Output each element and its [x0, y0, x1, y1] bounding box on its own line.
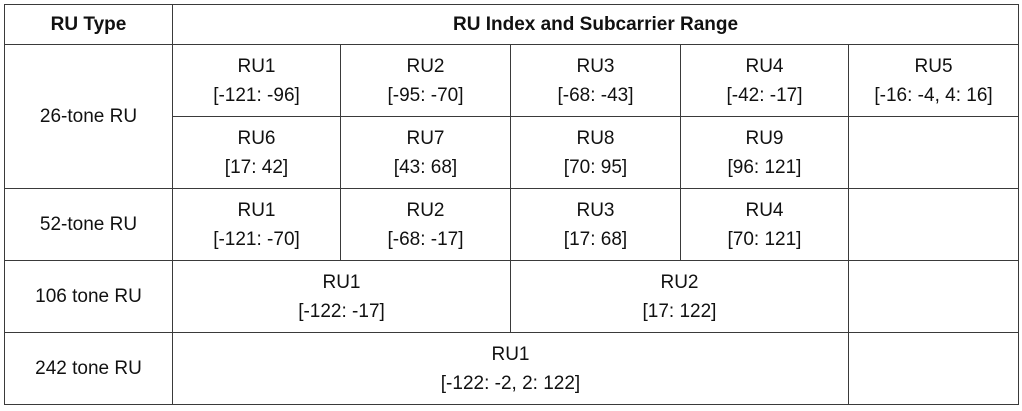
- ru-name: RU1: [237, 199, 276, 221]
- ru-name: RU4: [745, 199, 784, 221]
- ru-name: RU2: [660, 271, 699, 293]
- cell: RU2 [-68: -17]: [340, 188, 511, 261]
- cell: RU5 [-16: -4, 4: 16]: [847, 44, 1020, 117]
- ru-name: RU5: [914, 55, 953, 77]
- row: 26-tone RU RU1 [-121: -96] RU2 [-95: -70] …: [4, 44, 1020, 189]
- ru-range: [-121: -70]: [213, 228, 300, 250]
- ru-name: RU2: [406, 55, 445, 77]
- cell: RU1 [-122: -17]: [172, 260, 511, 333]
- cell: RU8 [70: 95]: [510, 116, 681, 189]
- header-cell: RU Index and Subcarrier Range: [171, 4, 1020, 45]
- ru-range: [96: 121]: [727, 156, 802, 178]
- ru-name: RU2: [406, 199, 445, 221]
- ru-name: RU9: [745, 127, 784, 149]
- ru-range: [-68: -43]: [557, 84, 634, 106]
- cell: RU2 [17: 122]: [510, 260, 849, 333]
- ru-range: [-42: -17]: [726, 84, 803, 106]
- ru-range: [43: 68]: [393, 156, 458, 178]
- empty-cell: [847, 116, 1020, 189]
- cell: RU3 [-68: -43]: [510, 44, 681, 117]
- row: 52-tone RU RU1 [-121: -70] RU2 [-68: -17] …: [4, 188, 1020, 261]
- ru-name: RU3: [576, 55, 615, 77]
- row: RU6 [17: 42] RU7 [43: 68] RU8 [70: 95] RU9 […: [5, 116, 1020, 189]
- ru-type: 52-tone RU: [4, 188, 173, 261]
- ru-range: [17: 42]: [224, 156, 289, 178]
- cell: RU6 [17: 42]: [172, 116, 341, 189]
- ru-name: RU1: [322, 271, 361, 293]
- ru-range: [-122: -2, 2: 122]: [440, 372, 581, 394]
- ru-range: [-121: -96]: [213, 84, 300, 106]
- ru-range: [-122: -17]: [298, 300, 385, 322]
- ru-range: [-95: -70]: [387, 84, 464, 106]
- ru-name: RU1: [491, 343, 530, 365]
- ru-type: 106 tone RU: [4, 260, 173, 333]
- ru-name: RU7: [406, 127, 445, 149]
- ru-range: [17: 122]: [642, 300, 717, 322]
- header-row: RU Type RU Index and Subcarrier Range: [4, 4, 1020, 45]
- cell: RU1 [-122: -2, 2: 122]: [172, 332, 849, 405]
- ru-range: [70: 95]: [563, 156, 628, 178]
- cell: RU4 [-42: -17]: [680, 44, 849, 117]
- cell: RU4 [70: 121]: [680, 188, 849, 261]
- cell: RU1 [-121: -96]: [172, 44, 341, 117]
- ru-name: RU6: [237, 127, 276, 149]
- cell: RU1 [-121: -70]: [172, 188, 341, 261]
- ru-name: RU8: [576, 127, 615, 149]
- empty-cell: [847, 332, 1020, 405]
- ru-type: 242 tone RU: [4, 332, 173, 405]
- row: 106 tone RU RU1 [-122: -17] RU2 [17: 122]: [4, 260, 1020, 333]
- ru-name: RU1: [237, 55, 276, 77]
- cell: RU2 [-95: -70]: [340, 44, 511, 117]
- cell: RU7 [43: 68]: [340, 116, 511, 189]
- cell: RU3 [17: 68]: [510, 188, 681, 261]
- ru-table: RU Type RU Index and Subcarrier Range 26…: [4, 4, 1020, 405]
- empty-cell: [847, 188, 1020, 261]
- ru-type: 26-tone RU: [4, 44, 173, 189]
- header-cell: RU Type: [4, 4, 173, 45]
- ru-range: [70: 121]: [727, 228, 802, 250]
- ru-range: [-16: -4, 4: 16]: [874, 84, 993, 106]
- cell: RU9 [96: 121]: [680, 116, 849, 189]
- ru-range: [-68: -17]: [387, 228, 464, 250]
- ru-name: RU4: [745, 55, 784, 77]
- empty-cell: [847, 260, 1020, 333]
- row: 242 tone RU RU1 [-122: -2, 2: 122]: [4, 332, 1020, 405]
- ru-name: RU3: [576, 199, 615, 221]
- ru-range: [17: 68]: [563, 228, 628, 250]
